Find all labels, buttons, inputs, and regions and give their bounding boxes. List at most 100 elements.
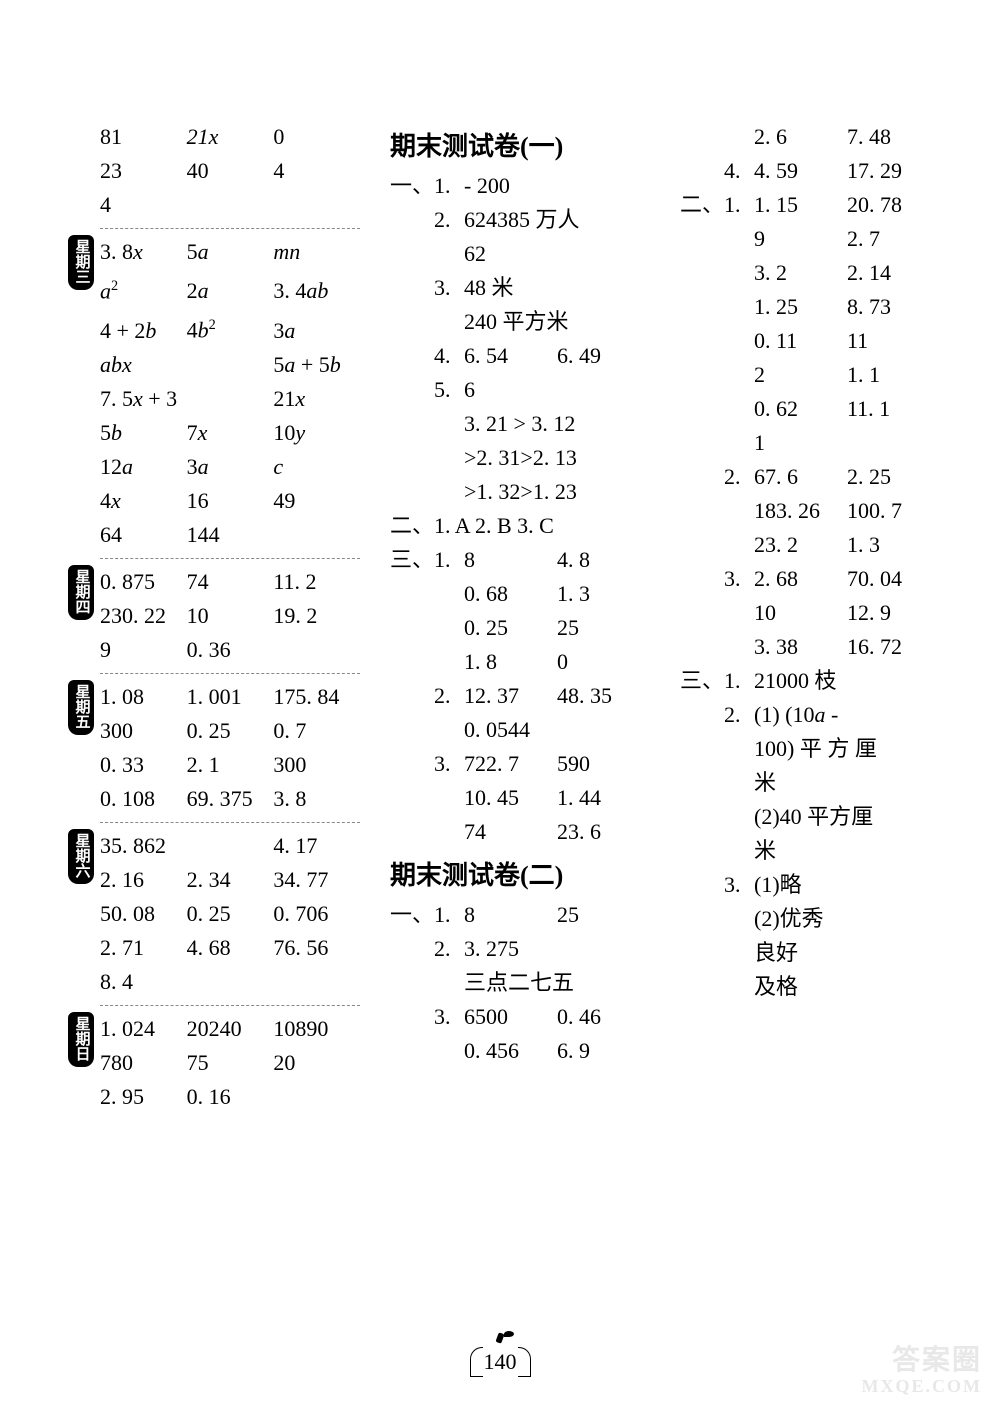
cell: c [273, 450, 360, 484]
cell: 21x [273, 382, 360, 416]
cell: (1)略 [754, 868, 940, 902]
cell: (2)40 平方厘 [754, 800, 940, 834]
cell: 4. 59 [754, 154, 847, 188]
row: 3.2. 6870. 04 [680, 562, 940, 596]
row: 0. 332. 1300 [100, 748, 360, 782]
row: 1 [680, 426, 940, 460]
cell: 5a [187, 235, 274, 269]
item-number: 2. [434, 203, 464, 237]
page-number: 140 [474, 1343, 527, 1377]
cell: 9 [100, 633, 187, 667]
cell: 20240 [187, 1012, 274, 1046]
cell: 70. 04 [847, 562, 940, 596]
row: 3. 8x5amn [100, 235, 360, 269]
cell: 76. 56 [273, 931, 360, 965]
divider [100, 673, 360, 674]
row: 一、1.825 [390, 898, 650, 932]
cell: 240 平方米 [464, 305, 569, 339]
day-tab-thu: 星期四 [68, 565, 94, 620]
row: (2)优秀 [680, 902, 940, 936]
row: 62 [390, 237, 650, 271]
friday-block: 星期五 1. 081. 001175. 843000. 250. 70. 332… [100, 680, 360, 816]
cell: 0. 0544 [464, 713, 557, 747]
row: 2.67. 62. 25 [680, 460, 940, 494]
cell: 50. 08 [100, 897, 187, 931]
cell: 21x [187, 120, 274, 154]
cell: - 200 [464, 169, 557, 203]
cell: 0. 25 [464, 611, 557, 645]
row: 良好 [680, 936, 940, 970]
cell: 0. 46 [557, 1000, 650, 1034]
row: 及格 [680, 970, 940, 1004]
cell: 3a [273, 314, 360, 348]
cell: 3a [187, 450, 274, 484]
cell: 1. 3 [847, 528, 940, 562]
cell: 20. 78 [847, 188, 940, 222]
cell: 10. 45 [464, 781, 557, 815]
cell: 3. 2 [754, 256, 847, 290]
row: 90. 36 [100, 633, 360, 667]
cell: 10y [273, 416, 360, 450]
row: 0. 1111 [680, 324, 940, 358]
row: abx5a + 5b [100, 348, 360, 382]
item-number: 2. [434, 679, 464, 713]
cell: 1. 15 [754, 188, 847, 222]
cell: 9 [754, 222, 847, 256]
item-number: 3. [724, 868, 754, 902]
cell: 8 [464, 543, 557, 577]
cell: 8. 73 [847, 290, 940, 324]
cell: 34. 77 [273, 863, 360, 897]
row: 2.(1) (10a - [680, 698, 940, 732]
row: 5b7x10y [100, 416, 360, 450]
cell: 2. 16 [100, 863, 187, 897]
row: 2. 67. 48 [680, 120, 940, 154]
cell: 0. 25 [187, 714, 274, 748]
cell: 81 [100, 120, 187, 154]
page-content: 8121x0 23404 4 星期三 3. 8x5amna22a3. 4ab4 … [0, 0, 1000, 1174]
row: 3. 22. 14 [680, 256, 940, 290]
watermark: 答案圈 MXQE.COM [862, 1346, 982, 1397]
section-mark: 三、 [680, 664, 724, 698]
day-tab-sat: 星期六 [68, 829, 94, 884]
item-number: 3. [434, 1000, 464, 1034]
item-number: 1. [434, 169, 464, 203]
cell: 25 [557, 898, 650, 932]
cell: 0 [557, 645, 650, 679]
item-number: 3. [434, 271, 464, 305]
item-number: 2. [724, 698, 754, 732]
cell: 12a [100, 450, 187, 484]
cell: 6. 9 [557, 1034, 650, 1068]
cell: 4. 68 [187, 931, 274, 965]
cell: 米 [754, 766, 940, 800]
cell: 722. 7 [464, 747, 557, 781]
row: 35. 8624. 17 [100, 829, 360, 863]
cell: 5b [100, 416, 187, 450]
row: 1. 0242024010890 [100, 1012, 360, 1046]
row: 7807520 [100, 1046, 360, 1080]
row: 三、1.84. 8 [390, 543, 650, 577]
cell: 0 [273, 120, 360, 154]
cell: 10 [187, 599, 274, 633]
row: 0. 8757411. 2 [100, 565, 360, 599]
row: 7. 5x + 321x [100, 382, 360, 416]
row: 2. 950. 16 [100, 1080, 360, 1114]
cell: 2. 7 [847, 222, 940, 256]
section-mark: 一、 [390, 169, 434, 203]
cell: 2. 34 [187, 863, 274, 897]
cell: (2)优秀 [754, 902, 940, 936]
watermark-line1: 答案圈 [862, 1346, 982, 1377]
row: 3. 21 > 3. 12 [390, 407, 650, 441]
thursday-block: 星期四 0. 8757411. 2230. 221019. 290. 36 [100, 565, 360, 667]
cell: 75 [187, 1046, 274, 1080]
day-tab-label: 星期三 [73, 239, 90, 284]
row: 1. 081. 001175. 84 [100, 680, 360, 714]
row: 2. 714. 6876. 56 [100, 931, 360, 965]
cell: 0. 62 [754, 392, 847, 426]
row: 2.3. 275 [390, 932, 650, 966]
cell: 49 [273, 484, 360, 518]
cell: 0. 706 [273, 897, 360, 931]
row: 100) 平 方 厘 [680, 732, 940, 766]
cell: 3. 275 [464, 932, 557, 966]
section-mark: 二、 [680, 188, 724, 222]
cell: 3. 4ab [273, 274, 360, 308]
